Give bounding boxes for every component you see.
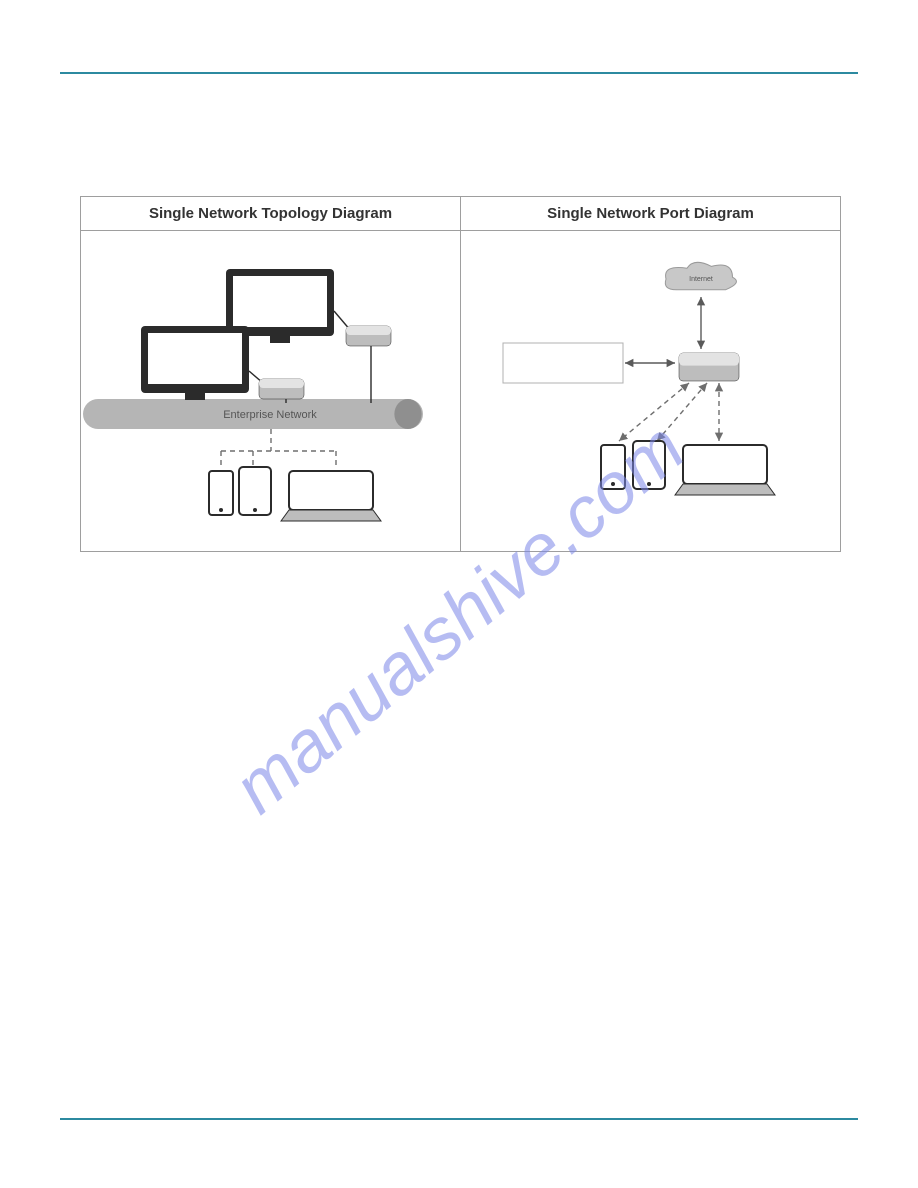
right-cell: Internet	[461, 231, 841, 552]
right-header: Single Network Port Diagram	[461, 197, 841, 231]
svg-text:Internet: Internet	[689, 276, 713, 283]
svg-text:Enterprise Network: Enterprise Network	[223, 409, 317, 421]
page: Single Network Topology Diagram Single N…	[0, 0, 918, 1188]
left-cell: Enterprise Network	[81, 231, 461, 552]
right-diagram: Internet	[461, 231, 840, 551]
left-header: Single Network Topology Diagram	[81, 197, 461, 231]
bottom-rule	[60, 1118, 858, 1120]
left-diagram: Enterprise Network	[81, 231, 460, 551]
top-rule	[60, 72, 858, 74]
diagram-table: Single Network Topology Diagram Single N…	[80, 196, 841, 552]
